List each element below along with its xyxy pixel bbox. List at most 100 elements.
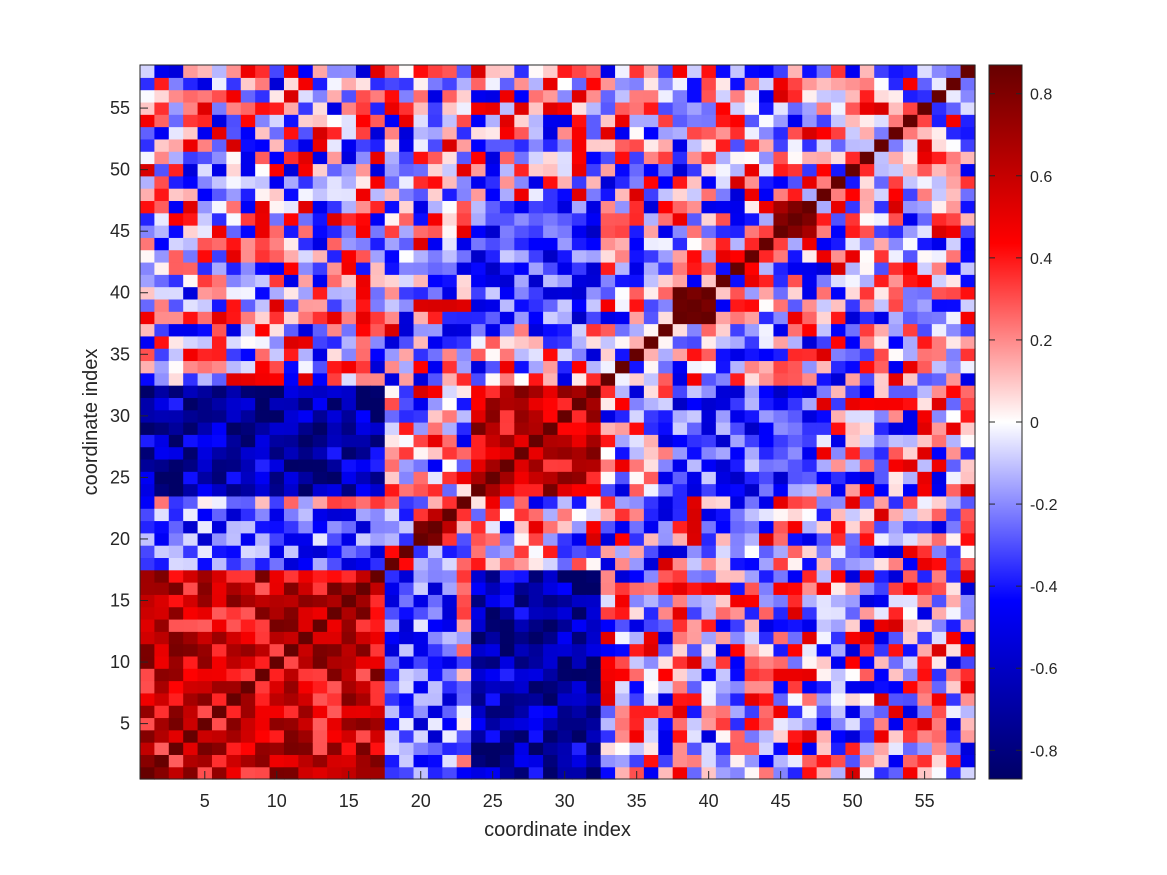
- heatmap-cell: [312, 298, 328, 312]
- heatmap-cell: [586, 372, 602, 386]
- heatmap-cell: [183, 261, 199, 275]
- heatmap-cell: [730, 225, 746, 238]
- heatmap-cell: [240, 606, 256, 620]
- heatmap-cell: [197, 348, 213, 362]
- heatmap-cell: [802, 520, 818, 534]
- heatmap-cell: [427, 680, 443, 694]
- heatmap-cell: [946, 335, 962, 349]
- heatmap-cell: [931, 335, 947, 349]
- heatmap-cell: [715, 151, 731, 165]
- heatmap-cell: [226, 372, 242, 386]
- heatmap-cell: [831, 298, 847, 312]
- heatmap-cell: [399, 298, 415, 312]
- heatmap-cell: [787, 458, 803, 472]
- heatmap-cell: [643, 434, 659, 448]
- heatmap-cell: [442, 717, 458, 731]
- heatmap-cell: [514, 274, 530, 288]
- heatmap-cell: [615, 261, 631, 275]
- heatmap-cell: [355, 729, 371, 743]
- heatmap-cell: [255, 655, 271, 669]
- heatmap-cell: [442, 471, 458, 485]
- heatmap-cell: [600, 422, 616, 435]
- heatmap-cell: [528, 397, 544, 411]
- heatmap-cell: [471, 631, 487, 645]
- heatmap-cell: [730, 471, 746, 485]
- heatmap-cell: [528, 311, 544, 325]
- heatmap-cell: [730, 212, 746, 226]
- heatmap-cell: [687, 114, 703, 128]
- heatmap-cell: [240, 335, 256, 349]
- heatmap-cell: [787, 261, 803, 275]
- heatmap-cell: [802, 594, 818, 608]
- heatmap-cell: [312, 729, 328, 743]
- heatmap-cell: [154, 212, 170, 226]
- heatmap-cell: [442, 569, 458, 583]
- heatmap-cell: [485, 151, 501, 165]
- heatmap-cell: [816, 545, 832, 559]
- heatmap-cell: [730, 446, 746, 460]
- heatmap-cell: [197, 65, 213, 78]
- heatmap-cell: [370, 717, 386, 731]
- y-tick-label: 55: [110, 98, 130, 118]
- heatmap-cell: [672, 643, 688, 657]
- heatmap-cell: [643, 335, 659, 349]
- heatmap-cell: [744, 65, 760, 78]
- heatmap-cell: [672, 138, 688, 152]
- heatmap-cell: [687, 101, 703, 115]
- heatmap-cell: [874, 618, 890, 632]
- heatmap-cell: [946, 643, 962, 657]
- heatmap-cell: [888, 569, 904, 583]
- heatmap-cell: [255, 77, 271, 91]
- heatmap-cell: [658, 618, 674, 632]
- heatmap-cell: [499, 606, 515, 620]
- heatmap-cell: [946, 532, 962, 546]
- heatmap-cell: [816, 188, 832, 202]
- heatmap-cell: [888, 372, 904, 386]
- heatmap-cell: [485, 729, 501, 743]
- heatmap-cell: [197, 335, 213, 349]
- heatmap-cell: [859, 360, 875, 374]
- heatmap-cell: [744, 126, 760, 140]
- heatmap-cell: [514, 705, 530, 719]
- heatmap-cell: [154, 298, 170, 312]
- heatmap-cell: [571, 643, 587, 657]
- heatmap-cell: [931, 298, 947, 312]
- heatmap-cell: [226, 532, 242, 546]
- heatmap-cell: [629, 594, 645, 608]
- heatmap-cell: [615, 643, 631, 657]
- heatmap-cell: [643, 385, 659, 398]
- heatmap-cell: [600, 65, 616, 78]
- heatmap-cell: [557, 249, 573, 263]
- heatmap-cell: [528, 249, 544, 263]
- heatmap-cell: [283, 705, 299, 719]
- heatmap-cell: [442, 754, 458, 768]
- heatmap-cell: [658, 742, 674, 755]
- heatmap-cell: [802, 483, 818, 497]
- heatmap-cell: [759, 237, 775, 251]
- heatmap-cell: [787, 360, 803, 374]
- heatmap-cell: [485, 372, 501, 386]
- heatmap-cell: [298, 249, 314, 263]
- heatmap-cell: [528, 717, 544, 731]
- heatmap-cell: [327, 705, 343, 719]
- heatmap-cell: [816, 532, 832, 546]
- heatmap-cell: [471, 151, 487, 165]
- heatmap-cell: [615, 151, 631, 165]
- heatmap-cell: [140, 77, 155, 91]
- heatmap-cell: [759, 274, 775, 288]
- heatmap-cell: [183, 606, 199, 620]
- heatmap-cell: [874, 582, 890, 595]
- heatmap-cell: [442, 606, 458, 620]
- heatmap-cell: [701, 237, 717, 251]
- heatmap-cell: [370, 249, 386, 263]
- heatmap-cell: [888, 458, 904, 472]
- heatmap-cell: [226, 286, 242, 300]
- heatmap-cell: [730, 655, 746, 669]
- heatmap-cell: [687, 631, 703, 645]
- heatmap-cell: [787, 101, 803, 115]
- heatmap-cell: [946, 348, 962, 362]
- heatmap-cell: [211, 705, 227, 719]
- heatmap-cell: [183, 631, 199, 645]
- heatmap-cell: [355, 126, 371, 140]
- heatmap-cell: [744, 606, 760, 620]
